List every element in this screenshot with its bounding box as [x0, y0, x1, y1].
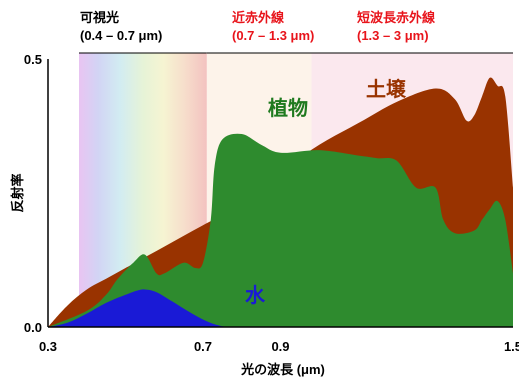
series-label-soil: 土壌: [366, 77, 407, 101]
series-label-vegetation: 植物: [268, 96, 308, 120]
x-tick-1.5: 1.5: [504, 339, 519, 354]
axes: [47, 59, 513, 328]
region-label-visible: 可視光: [80, 10, 119, 25]
region-labels: 可視光 (0.4 – 0.7 μm) 近赤外線 (0.7 – 1.3 μm) 短波長赤外…: [80, 10, 436, 43]
y-axis-label: 反射率: [10, 173, 25, 212]
reflectance-series: [48, 77, 513, 327]
x-tick-0.7: 0.7: [194, 339, 212, 354]
series-area-vegetation: [48, 133, 513, 327]
region-range-swir: (1.3 – 3 μm): [357, 28, 429, 43]
x-axis-label: 光の波長 (μm): [240, 362, 325, 377]
region-label-swir: 短波長赤外線: [357, 10, 436, 25]
series-area-water: [48, 289, 227, 327]
x-tick-0.3: 0.3: [39, 339, 57, 354]
region-range-nir: (0.7 – 1.3 μm): [232, 28, 314, 43]
series-label-water: 水: [245, 284, 266, 307]
x-tick-0.9: 0.9: [271, 339, 289, 354]
region-label-nir: 近赤外線: [232, 10, 285, 25]
y-tick-labels: 0.0 0.5: [24, 52, 42, 335]
region-range-visible: (0.4 – 0.7 μm): [80, 28, 162, 43]
x-tick-labels: 0.3 0.7 0.9 1.5: [39, 339, 519, 354]
y-tick-0.5: 0.5: [24, 52, 42, 67]
y-tick-0.0: 0.0: [24, 320, 42, 335]
